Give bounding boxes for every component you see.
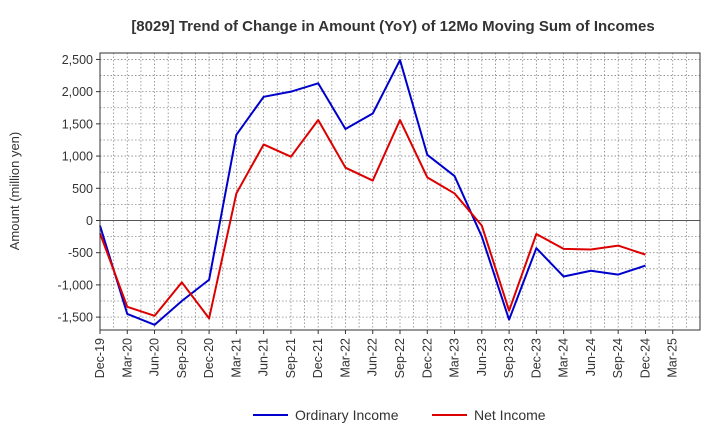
y-tick-label: -1,000	[58, 278, 93, 292]
series-lines	[99, 59, 646, 326]
legend-label-ordinary-income: Ordinary Income	[295, 407, 399, 423]
x-tick-label: Dec-20	[202, 338, 216, 378]
x-tick-label: Jun-24	[584, 338, 598, 376]
x-tick-label: Sep-23	[502, 338, 516, 378]
x-tick-label: Dec-21	[311, 338, 325, 378]
x-tick-label: Sep-22	[393, 338, 407, 378]
x-tick-label: Sep-21	[284, 338, 298, 378]
x-tick-label: Mar-25	[666, 338, 680, 378]
y-axis-ticks: 2,500 2,000 1,500 1,000 500 0 -500 -1,000 -1,500	[58, 53, 100, 325]
y-tick-label: 0	[86, 214, 93, 228]
x-tick-label: Jun-21	[257, 338, 271, 376]
x-tick-label: Dec-24	[638, 338, 652, 378]
y-tick-label: -500	[68, 246, 93, 260]
x-tick-label: Jun-20	[148, 338, 162, 376]
x-tick-label: Sep-20	[175, 338, 189, 378]
y-tick-label: 500	[72, 182, 93, 196]
grid-lines	[99, 53, 701, 330]
x-tick-label: Jun-23	[475, 338, 489, 376]
x-tick-label: Mar-20	[120, 338, 134, 378]
y-tick-label: -1,500	[58, 311, 93, 325]
y-axis-title: Amount (million yen)	[7, 132, 22, 251]
x-tick-label: Dec-23	[529, 338, 543, 378]
x-tick-label: Mar-21	[229, 338, 243, 378]
x-tick-label: Mar-23	[448, 338, 462, 378]
chart-title: [8029] Trend of Change in Amount (YoY) o…	[131, 18, 654, 35]
y-tick-label: 2,500	[62, 53, 93, 67]
x-tick-label: Jun-22	[366, 338, 380, 376]
series-line-net-income	[99, 118, 646, 320]
y-tick-label: 1,500	[62, 117, 93, 131]
x-tick-label: Dec-19	[93, 338, 107, 378]
x-tick-label: Dec-22	[420, 338, 434, 378]
x-tick-label: Mar-22	[338, 338, 352, 378]
legend: Ordinary Income Net Income	[253, 407, 546, 423]
x-axis-ticks: Dec-19 Mar-20 Jun-20 Sep-20 Dec-20 Mar-21 Jun-…	[93, 330, 680, 378]
y-tick-label: 1,000	[62, 150, 93, 164]
x-tick-label: Mar-24	[557, 338, 571, 378]
y-tick-label: 2,000	[62, 85, 93, 99]
legend-label-net-income: Net Income	[474, 407, 546, 423]
x-tick-label: Sep-24	[611, 338, 625, 378]
plot-area	[99, 52, 701, 331]
